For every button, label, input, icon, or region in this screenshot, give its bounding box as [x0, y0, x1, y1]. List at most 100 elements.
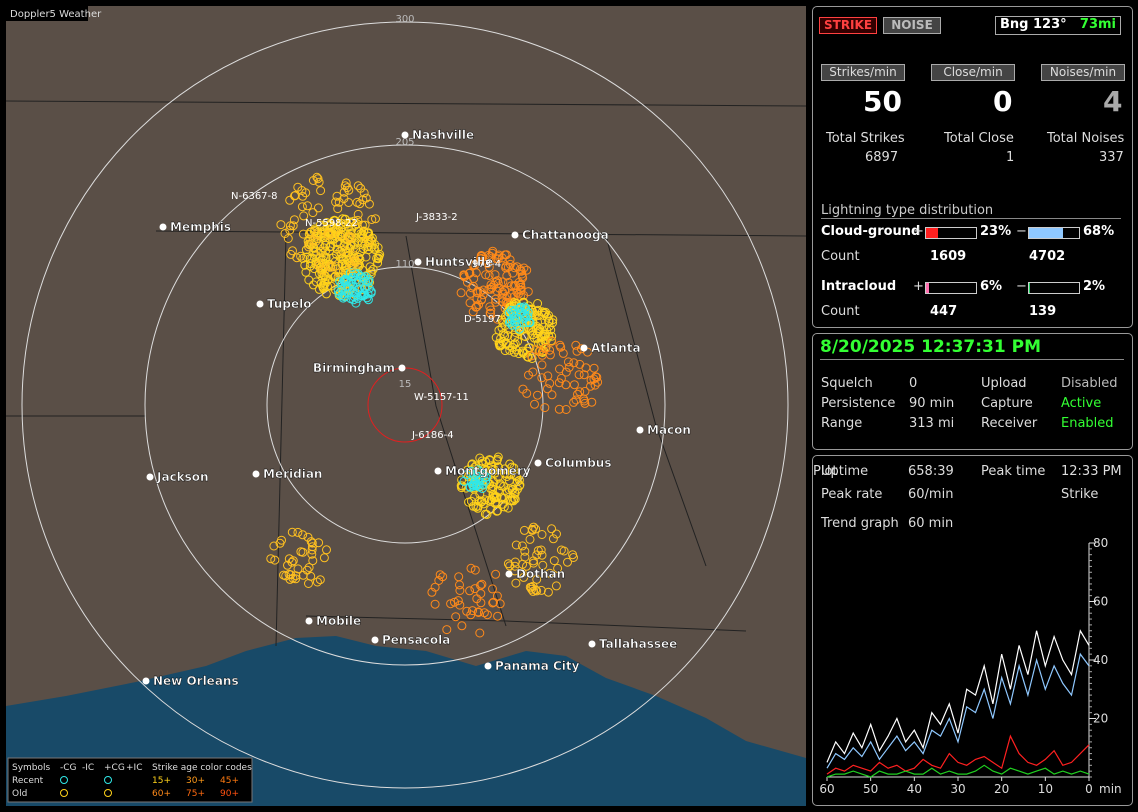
strike-symbol — [524, 370, 533, 380]
strike-symbol — [366, 267, 376, 277]
strike-symbol — [287, 557, 297, 567]
legend-symbol — [104, 789, 112, 797]
strike-symbol — [307, 538, 317, 548]
strike-symbol — [493, 254, 503, 264]
strike-symbol — [488, 598, 498, 608]
strike-symbol — [514, 475, 524, 485]
strike-symbol — [465, 268, 475, 278]
ring-label: 110 — [395, 259, 414, 270]
strike-symbol — [519, 525, 529, 535]
strike-symbol — [547, 390, 557, 400]
map-title: Doppler5 Weather — [10, 9, 102, 20]
total-value: 337 — [1099, 150, 1124, 165]
strike-symbol — [319, 281, 329, 291]
strike-symbol — [532, 306, 542, 316]
strike-symbol — [520, 546, 530, 556]
city-label: Nashville — [412, 128, 474, 142]
text: Cloud-ground — [821, 224, 921, 239]
strike-symbol — [302, 565, 312, 575]
strike-symbol — [293, 527, 303, 537]
strike-symbol — [542, 384, 552, 394]
strike-symbol — [309, 227, 319, 236]
pct-fill — [926, 283, 929, 293]
strike-symbol — [569, 397, 579, 407]
strike-symbol — [488, 584, 497, 594]
strike-symbol — [298, 229, 308, 239]
strike-symbol — [511, 280, 520, 290]
strike-symbol — [451, 612, 461, 622]
strike-symbol — [520, 305, 530, 315]
strike-symbol — [363, 242, 373, 252]
text: 90 min — [909, 396, 955, 411]
trend-label: Trend graph — [821, 516, 899, 531]
text: 0 — [909, 376, 918, 391]
text: 60/min — [908, 487, 954, 502]
strike-symbol — [515, 302, 525, 312]
strike-symbol — [350, 255, 360, 265]
total-value: 1 — [1006, 150, 1015, 165]
strike-symbol — [372, 253, 382, 263]
strike-symbol — [470, 584, 480, 594]
strike-symbol — [283, 560, 292, 570]
strike-symbol — [334, 268, 344, 278]
strike-symbol — [569, 380, 579, 390]
distribution-title: Lightning type distribution — [821, 203, 1121, 219]
strike-symbol — [569, 358, 579, 368]
strike-symbol — [311, 230, 321, 240]
strike-symbol — [507, 462, 517, 472]
strike-symbol — [554, 404, 564, 414]
strike-symbol — [586, 381, 595, 391]
strike-symbol — [357, 220, 367, 230]
text: − — [1016, 279, 1027, 294]
city-label: Tupelo — [267, 297, 312, 311]
storm-label: 973-4 — [472, 259, 501, 270]
strike-symbol — [559, 546, 569, 556]
strike-symbol — [540, 343, 550, 353]
noise-button[interactable]: NOISE — [883, 17, 941, 34]
strike-symbol — [300, 260, 310, 270]
strike-symbol — [373, 258, 383, 268]
strike-symbol — [364, 232, 374, 241]
strike-symbol — [580, 398, 590, 408]
state-borders — [6, 100, 806, 647]
text: 4702 — [1029, 249, 1066, 264]
x-tick-label: 50 — [863, 782, 878, 796]
strike-symbol — [525, 534, 535, 544]
strike-symbol — [353, 215, 363, 225]
storm-label: N-6367-8 — [231, 191, 278, 202]
strike-symbol — [311, 259, 321, 269]
x-unit: min — [1099, 782, 1122, 796]
strike-symbol — [500, 285, 510, 295]
strike-symbol — [481, 270, 491, 280]
strike-symbol — [365, 262, 375, 272]
text: Enabled — [1061, 416, 1114, 431]
strike-symbol — [511, 540, 521, 550]
city-dot — [636, 426, 644, 434]
strike-symbol — [515, 303, 525, 313]
rate-label: Strikes/min — [821, 64, 905, 81]
strike-symbol — [314, 538, 324, 548]
strike-symbol — [569, 553, 578, 562]
datetime: 8/20/2025 12:37:31 PM — [820, 337, 1124, 360]
map-labels: Nashville Memphis Chattanooga Huntsville Tup… — [142, 128, 691, 688]
strike-button[interactable]: STRIKE — [819, 17, 877, 34]
strike-symbol — [518, 348, 528, 358]
strike-symbol — [593, 377, 603, 387]
city-label: Tallahassee — [599, 637, 677, 651]
text: 68% — [1083, 224, 1115, 239]
strike-symbol — [493, 452, 503, 462]
legend-text: 30+ — [186, 776, 205, 786]
strike-symbol — [473, 607, 483, 617]
strike-symbol — [505, 259, 515, 269]
strike-symbol — [298, 253, 308, 263]
strike-symbol — [561, 367, 571, 377]
strike-symbol — [331, 197, 341, 207]
city-label: Montgomery — [445, 464, 531, 478]
strike-symbol — [327, 229, 337, 239]
map[interactable]: 300 205 110 15 Nashville Memphis Chattanooga H… — [6, 6, 806, 806]
y-tick-label: 80 — [1093, 536, 1108, 550]
strike-symbol — [480, 495, 490, 505]
range-ring — [144, 144, 666, 666]
strike-symbol — [304, 579, 313, 588]
strike-symbol — [484, 262, 494, 272]
